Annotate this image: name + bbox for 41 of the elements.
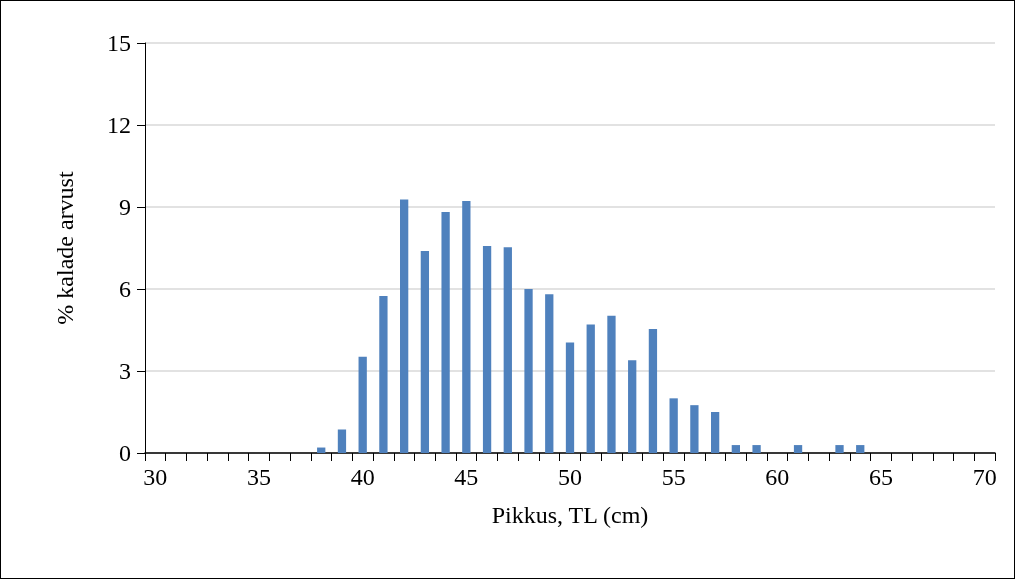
y-tick-label: 9 bbox=[119, 194, 131, 220]
bar bbox=[856, 445, 865, 453]
bar bbox=[379, 296, 388, 453]
bar bbox=[835, 445, 844, 453]
bar bbox=[358, 356, 367, 453]
x-tick-label: 50 bbox=[558, 464, 582, 490]
x-tick-label: 30 bbox=[143, 464, 168, 490]
x-tick-label: 70 bbox=[972, 464, 997, 490]
bar bbox=[648, 328, 658, 453]
y-tick-label: 6 bbox=[119, 276, 131, 302]
x-tick-label: 65 bbox=[868, 464, 893, 490]
bar bbox=[441, 211, 450, 453]
bar bbox=[462, 200, 471, 453]
bar bbox=[793, 445, 803, 453]
bar bbox=[669, 398, 678, 453]
bar bbox=[400, 199, 409, 453]
bar bbox=[420, 251, 430, 453]
bar bbox=[690, 405, 699, 453]
x-tick-label: 35 bbox=[247, 464, 272, 490]
bar bbox=[628, 360, 637, 453]
bar bbox=[752, 445, 761, 453]
y-axis-title: % kalade arvust bbox=[52, 171, 78, 325]
bar bbox=[607, 315, 616, 453]
x-tick-label: 40 bbox=[350, 464, 375, 490]
x-tick-label: 55 bbox=[661, 464, 686, 490]
x-tick-label: 60 bbox=[765, 464, 790, 490]
y-tick-label: 0 bbox=[119, 440, 131, 466]
bar bbox=[337, 429, 347, 453]
bar bbox=[710, 412, 720, 453]
x-tick-label: 45 bbox=[454, 464, 479, 490]
x-axis-title: Pikkus, TL (cm) bbox=[491, 502, 649, 528]
y-tick-label: 3 bbox=[119, 358, 131, 384]
y-tick-label: 15 bbox=[107, 30, 131, 56]
bar bbox=[565, 342, 575, 453]
bar bbox=[503, 247, 512, 453]
bar bbox=[731, 445, 740, 453]
bar bbox=[545, 294, 554, 453]
bar bbox=[482, 246, 492, 453]
bar bbox=[586, 324, 595, 453]
y-tick-label: 12 bbox=[107, 112, 131, 138]
bar bbox=[524, 289, 533, 453]
